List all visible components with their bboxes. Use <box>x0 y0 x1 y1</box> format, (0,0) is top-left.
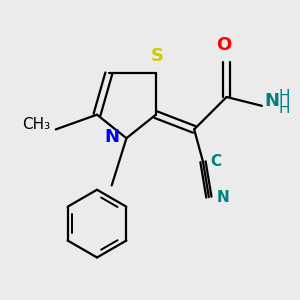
Text: H: H <box>278 89 290 104</box>
Text: N: N <box>104 128 119 146</box>
Text: H: H <box>278 101 290 116</box>
Text: N: N <box>216 190 229 205</box>
Text: S: S <box>151 46 164 64</box>
Text: CH₃: CH₃ <box>22 118 50 133</box>
Text: C: C <box>210 154 221 169</box>
Text: N: N <box>265 92 280 110</box>
Text: O: O <box>216 36 231 54</box>
